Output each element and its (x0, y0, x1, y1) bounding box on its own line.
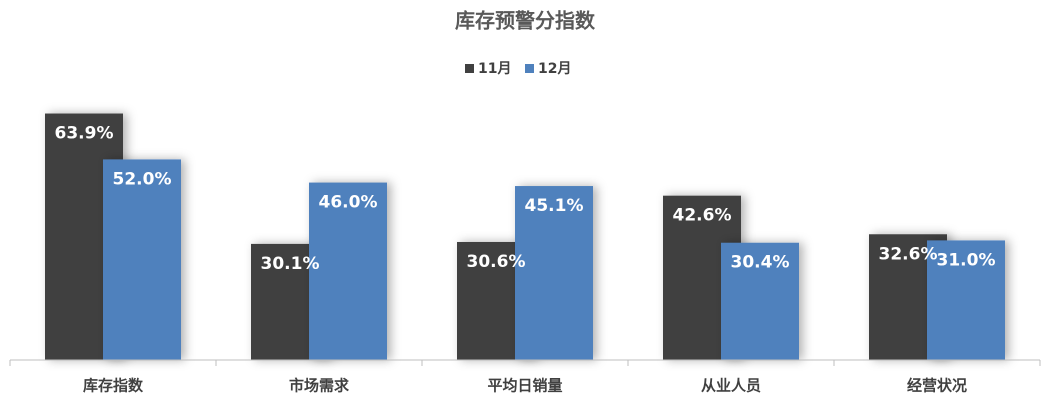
bar (515, 186, 593, 360)
data-label: 32.6% (879, 244, 938, 264)
legend-swatch (465, 64, 474, 73)
x-tick-label: 从业人员 (701, 377, 761, 395)
bar (309, 182, 387, 360)
data-label: 30.1% (261, 254, 320, 274)
x-tick-label: 经营状况 (907, 377, 967, 395)
legend-label: 11月 (478, 61, 511, 77)
x-tick-label: 平均日销量 (487, 377, 562, 395)
data-label: 46.0% (319, 193, 378, 213)
bar (927, 240, 1005, 360)
data-label: 30.6% (467, 252, 526, 272)
x-tick-label: 库存指数 (83, 377, 144, 395)
data-label: 63.9% (55, 124, 114, 144)
bar (721, 242, 799, 360)
x-tick-label: 市场需求 (289, 377, 350, 395)
data-label: 31.0% (937, 250, 996, 270)
bar (103, 159, 181, 360)
data-label: 30.4% (731, 253, 790, 273)
legend-swatch (525, 64, 534, 73)
data-label: 42.6% (673, 206, 732, 226)
legend-label: 12月 (538, 61, 571, 77)
data-label: 52.0% (113, 169, 172, 189)
data-label: 45.1% (525, 196, 584, 216)
chart-title: 库存预警分指数 (455, 9, 596, 33)
